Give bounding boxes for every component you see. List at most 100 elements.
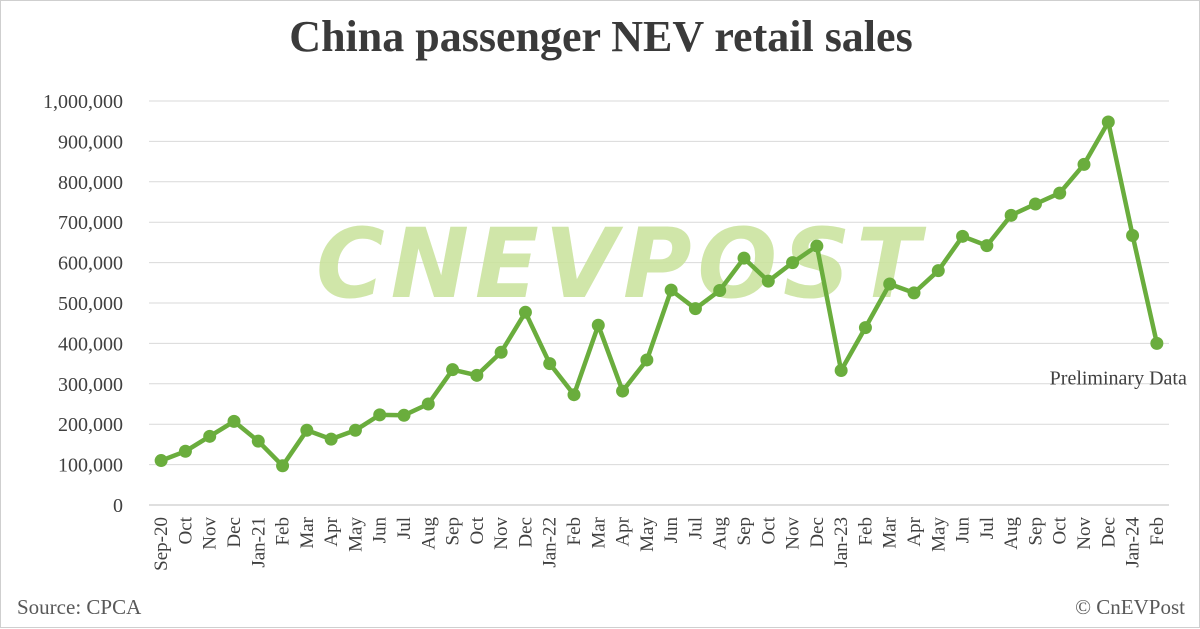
data-point (980, 239, 994, 253)
data-point (203, 429, 217, 443)
x-tick-label: Sep-20 (151, 517, 172, 571)
data-point (616, 384, 630, 398)
data-point (154, 454, 168, 468)
x-axis-ticks: Sep-20 Oct Nov Dec Jan-21 Feb Mar Apr May Jun Jul A… (151, 516, 1168, 571)
data-point (858, 321, 872, 335)
annotations: Preliminary Data (1050, 367, 1187, 389)
data-point (348, 423, 362, 437)
x-tick-label: Jul (977, 517, 998, 539)
x-tick-label: Jan-21 (248, 517, 269, 568)
x-tick-label: Jan-22 (540, 517, 561, 568)
x-tick-label: Feb (855, 517, 876, 546)
data-point (591, 318, 605, 332)
y-tick-label: 1,000,000 (43, 91, 123, 113)
x-tick-label: Dec (807, 517, 828, 548)
data-point (883, 277, 897, 291)
x-tick-label: Mar (880, 516, 901, 548)
x-tick-label: Apr (613, 516, 634, 546)
x-tick-label: Oct (175, 516, 196, 544)
x-tick-label: Oct (758, 516, 779, 544)
x-tick-label: May (345, 517, 366, 552)
x-tick-label: Jun (953, 517, 974, 544)
data-point (178, 444, 192, 458)
data-point (664, 283, 678, 297)
x-tick-label: Feb (564, 517, 585, 546)
x-tick-label: May (637, 517, 658, 552)
data-point (713, 283, 727, 297)
data-point (567, 388, 581, 402)
watermark-text: CNEVPOST (316, 208, 927, 320)
x-tick-label: Jan-23 (831, 517, 852, 568)
x-tick-label: Jul (394, 517, 415, 539)
x-tick-label: Jan-24 (1123, 517, 1144, 568)
data-point (761, 274, 775, 288)
data-point (470, 368, 484, 382)
x-tick-label: Sep (734, 517, 755, 546)
x-tick-label: Nov (783, 517, 804, 550)
annotation-label: Preliminary Data (1050, 367, 1187, 389)
x-tick-label: Aug (710, 517, 731, 550)
x-tick-label: Apr (904, 516, 925, 546)
y-tick-label: 600,000 (58, 253, 123, 275)
data-point (324, 432, 338, 446)
data-point (227, 414, 241, 428)
data-point (931, 264, 945, 278)
data-point (1126, 229, 1140, 243)
x-tick-label: Aug (1001, 517, 1022, 550)
x-tick-label: Dec (224, 517, 245, 548)
x-tick-label: May (928, 517, 949, 552)
chart-title: China passenger NEV retail sales (289, 12, 913, 61)
y-tick-label: 300,000 (58, 374, 123, 396)
y-tick-label: 700,000 (58, 212, 123, 234)
data-point (446, 363, 460, 377)
data-point (1150, 336, 1164, 350)
y-tick-label: 0 (113, 495, 123, 517)
source-label: Source: CPCA (17, 595, 142, 619)
data-point (810, 239, 824, 253)
data-point (373, 408, 387, 422)
data-point (1004, 208, 1018, 222)
x-tick-label: Mar (297, 516, 318, 548)
x-tick-label: Nov (200, 517, 221, 550)
y-tick-label: 900,000 (58, 131, 123, 153)
x-tick-label: Feb (273, 517, 294, 546)
data-point (640, 353, 654, 367)
x-tick-label: Oct (467, 516, 488, 544)
data-point (786, 256, 800, 270)
x-tick-label: Nov (491, 517, 512, 550)
x-tick-label: Apr (321, 516, 342, 546)
x-tick-label: Sep (1025, 517, 1046, 546)
x-tick-label: Sep (443, 517, 464, 546)
y-axis-ticks: 0 100,000 200,000 300,000 400,000 500,000 600,… (43, 91, 123, 517)
y-tick-label: 400,000 (58, 333, 123, 355)
data-point (1028, 197, 1042, 211)
x-tick-label: Nov (1074, 517, 1095, 550)
data-point (834, 363, 848, 377)
y-tick-label: 500,000 (58, 293, 123, 315)
x-tick-label: Jul (685, 517, 706, 539)
x-tick-label: Dec (515, 517, 536, 548)
data-point (1053, 186, 1067, 200)
data-point (494, 345, 508, 359)
watermark: CNEVPOST (316, 208, 927, 320)
y-tick-label: 200,000 (58, 414, 123, 436)
data-point (688, 302, 702, 316)
data-point (421, 397, 435, 411)
gridlines (149, 100, 1169, 506)
data-point (1101, 115, 1115, 129)
data-point (543, 357, 557, 371)
x-tick-label: Mar (588, 516, 609, 548)
x-tick-label: Feb (1147, 517, 1168, 546)
data-point (737, 251, 751, 265)
data-point (251, 434, 265, 448)
data-point (1077, 157, 1091, 171)
x-tick-label: Jun (661, 517, 682, 544)
series-sales (154, 115, 1164, 473)
y-tick-label: 800,000 (58, 172, 123, 194)
x-tick-label: Dec (1098, 517, 1119, 548)
data-point (397, 408, 411, 422)
data-point (956, 229, 970, 243)
x-tick-label: Jun (370, 517, 391, 544)
